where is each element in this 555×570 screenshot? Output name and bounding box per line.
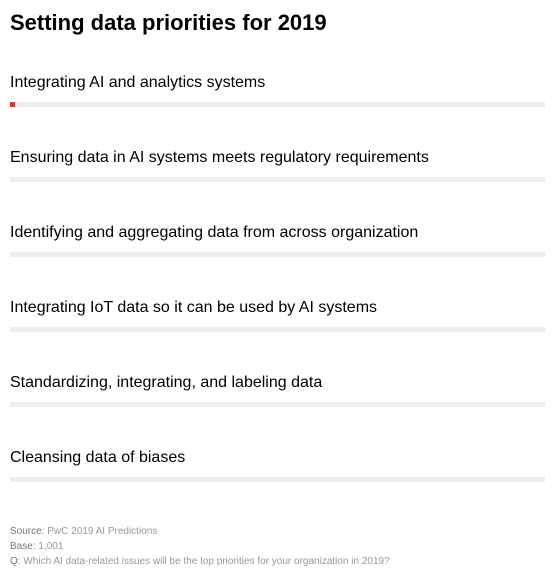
chart-bar-fill	[10, 102, 15, 107]
chart-bar-track	[10, 327, 545, 332]
chart-bar-track	[10, 102, 545, 107]
chart-item: Standardizing, integrating, and labeling…	[10, 374, 545, 407]
footer-source-value: PwC 2019 AI Predictions	[47, 526, 157, 537]
chart-bar-track	[10, 477, 545, 482]
chart-item-label: Standardizing, integrating, and labeling…	[10, 374, 545, 392]
footer-source: Source: PwC 2019 AI Predictions	[10, 524, 545, 539]
footer-q-label: Q:	[10, 556, 21, 567]
footer-source-label: Source:	[10, 526, 44, 537]
chart-item-label: Integrating AI and analytics systems	[10, 74, 545, 92]
footer-base: Base: 1,001	[10, 539, 545, 554]
chart-item-label: Cleansing data of biases	[10, 449, 545, 467]
chart-bar-track	[10, 252, 545, 257]
footer-base-value: 1,001	[38, 541, 63, 552]
footer-q-value: Which AI data-related issues will be the…	[23, 556, 389, 567]
chart-item-label: Integrating IoT data so it can be used b…	[10, 299, 545, 317]
chart-items: Integrating AI and analytics systems Ensu…	[10, 74, 545, 482]
chart-footer: Source: PwC 2019 AI Predictions Base: 1,…	[10, 524, 545, 569]
chart-item-label: Identifying and aggregating data from ac…	[10, 224, 545, 242]
footer-question: Q: Which AI data-related issues will be …	[10, 554, 545, 569]
chart-item: Identifying and aggregating data from ac…	[10, 224, 545, 257]
chart-bar-track	[10, 177, 545, 182]
chart-item: Ensuring data in AI systems meets regula…	[10, 149, 545, 182]
footer-base-label: Base:	[10, 541, 36, 552]
chart-item: Integrating AI and analytics systems	[10, 74, 545, 107]
chart-item: Integrating IoT data so it can be used b…	[10, 299, 545, 332]
page-title: Setting data priorities for 2019	[10, 10, 545, 36]
chart-item: Cleansing data of biases	[10, 449, 545, 482]
chart-bar-track	[10, 402, 545, 407]
chart-item-label: Ensuring data in AI systems meets regula…	[10, 149, 545, 167]
